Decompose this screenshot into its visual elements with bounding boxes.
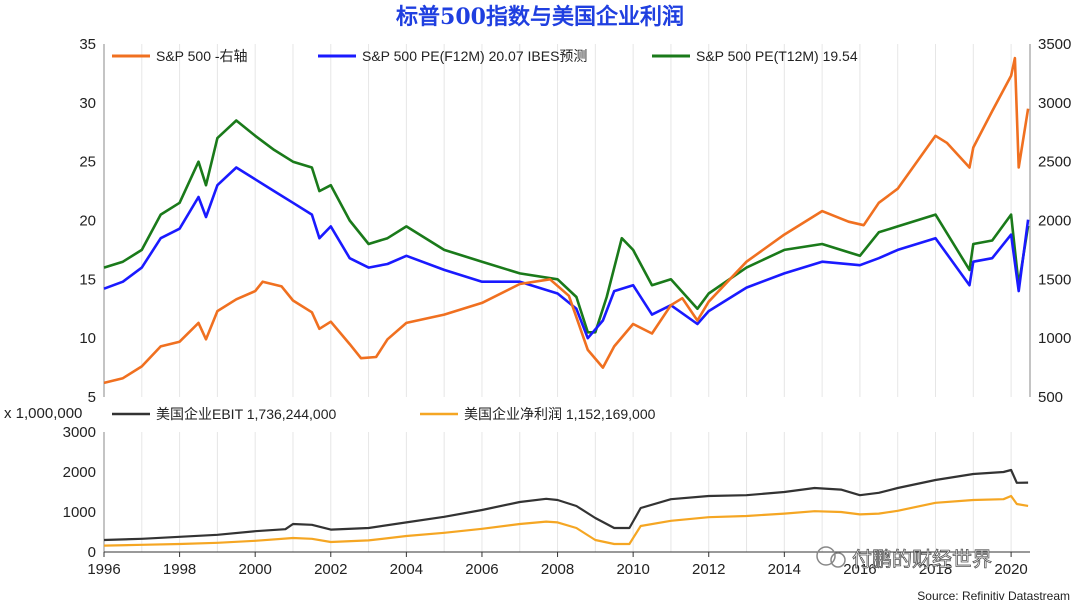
bottom-legend: 美国企业EBIT 1,736,244,000 美国企业净利润 1,152,169,…: [112, 406, 656, 422]
right-y-tick-label: 2500: [1038, 154, 1071, 171]
x-tick-label: 2014: [768, 561, 801, 578]
legend-label: S&P 500 -右轴: [156, 48, 248, 64]
series-line-1: [103, 166, 1030, 340]
left-y-tick-label: 30: [79, 95, 96, 112]
x-tick-label: 2020: [994, 561, 1027, 578]
legend-label: 美国企业净利润 1,152,169,000: [464, 406, 656, 422]
x-tick-label: 1998: [163, 561, 196, 578]
top-grid: [103, 44, 1012, 397]
right-y-tick-label: 3000: [1038, 95, 1071, 112]
watermark: 付鹏的财经世界: [816, 546, 992, 571]
right-y-tick-label: 500: [1038, 389, 1063, 406]
x-tick-label: 2004: [390, 561, 423, 578]
x-tick-label: 2006: [465, 561, 498, 578]
profit-series-line-1: [103, 494, 1029, 547]
top-series: [103, 56, 1030, 385]
x-tick-label: 2012: [692, 561, 725, 578]
wechat-icon-small: [830, 552, 846, 568]
chart-title: 标普500指数与美国企业利润: [396, 4, 684, 30]
right-y-tick-label: 3500: [1038, 36, 1071, 53]
right-y-tick-label: 1000: [1038, 330, 1071, 347]
x-tick-label: 2008: [541, 561, 574, 578]
left-y-tick-label: 15: [79, 271, 96, 288]
series-line-2: [103, 119, 1030, 334]
bottom-y-tick-label: 0: [88, 544, 96, 561]
x-tick-label: 2002: [314, 561, 347, 578]
legend-label: S&P 500 PE(T12M) 19.54: [696, 48, 858, 64]
left-y-tick-label: 35: [79, 36, 96, 53]
x-tick-label: 2010: [616, 561, 649, 578]
watermark-text: 付鹏的财经世界: [852, 547, 992, 571]
left-y-tick-label: 20: [79, 213, 96, 230]
top-axes: 5 10 15 20 25 30 35 500 1000 1500 2000 2500 3000 3500: [79, 36, 1071, 406]
top-legend: S&P 500 -右轴 S&P 500 PE(F12M) 20.07 IBES预测…: [112, 48, 858, 64]
right-y-tick-label: 1500: [1038, 271, 1071, 288]
x-tick-label: 1996: [87, 561, 120, 578]
bottom-series: [103, 468, 1029, 547]
x-tick-label: 2018: [919, 561, 952, 578]
legend-label: 美国企业EBIT 1,736,244,000: [156, 406, 336, 422]
bottom-y-tick-label: 1000: [63, 504, 96, 521]
bottom-y-axis-label: x 1,000,000: [4, 405, 82, 422]
right-y-tick-label: 2000: [1038, 213, 1071, 230]
source-note: Source: Refinitiv Datastream: [917, 589, 1070, 603]
legend-label: S&P 500 PE(F12M) 20.07 IBES预测: [362, 48, 587, 64]
left-y-tick-label: 5: [88, 389, 96, 406]
bottom-y-tick-label: 2000: [63, 464, 96, 481]
bottom-grid: [103, 432, 1012, 552]
left-y-tick-label: 10: [79, 330, 96, 347]
profit-series-line-0: [103, 468, 1029, 542]
x-tick-label: 2016: [843, 561, 876, 578]
wechat-icon: [816, 546, 836, 566]
bottom-axes: 0 1000 2000 3000 1996 1998 2000 2002 2004 2006 200…: [63, 424, 1030, 578]
bottom-y-tick-label: 3000: [63, 424, 96, 441]
series-line-0: [103, 56, 1030, 385]
x-tick-label: 2000: [238, 561, 271, 578]
left-y-tick-label: 25: [79, 154, 96, 171]
